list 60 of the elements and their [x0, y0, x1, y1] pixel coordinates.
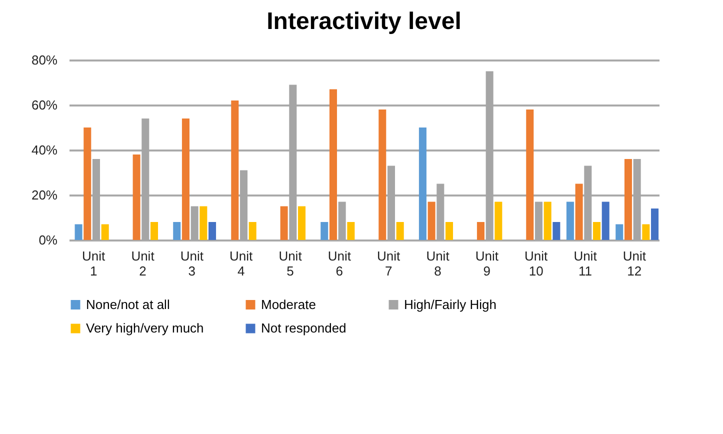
y-tick-label: 20% [31, 188, 58, 202]
y-tick-label: 0% [38, 232, 58, 248]
bar [84, 128, 92, 240]
bar [231, 100, 239, 240]
bar [575, 184, 583, 240]
bar [101, 224, 109, 240]
bar [396, 222, 404, 240]
bar [150, 222, 158, 240]
legend-label: Very high/very much [86, 320, 204, 336]
x-tick-label: Unit 6 [328, 248, 352, 278]
x-tick-label: Unit 12 [622, 248, 646, 278]
bar [651, 208, 659, 240]
x-tick-label: Unit 4 [230, 248, 254, 278]
bar [298, 206, 306, 240]
bar [74, 224, 82, 240]
y-tick-label: 40% [31, 142, 58, 158]
legend-label: High/Fairly High [404, 296, 496, 312]
y-tick-label: 60% [31, 98, 58, 112]
bar [132, 154, 140, 240]
bar [329, 89, 337, 240]
bar [190, 206, 198, 240]
bar [173, 222, 181, 240]
bar [320, 222, 328, 240]
bar [566, 202, 574, 240]
bar [418, 128, 426, 240]
bar [476, 222, 484, 240]
chart-title: Interactivity level [266, 8, 462, 35]
bar [526, 110, 534, 240]
bar [248, 222, 256, 240]
bar [534, 202, 542, 240]
bar [642, 224, 650, 240]
bar [347, 222, 355, 240]
x-tick-label: Unit 9 [475, 248, 499, 278]
bar [182, 118, 190, 240]
x-tick-label: Unit 1 [82, 248, 106, 278]
legend-label: Moderate [261, 296, 316, 312]
x-tick-label: Unit 3 [180, 248, 204, 278]
x-tick-label: Unit 11 [574, 248, 598, 278]
y-tick-label: 80% [31, 52, 58, 68]
bar [378, 110, 386, 240]
bar [616, 224, 624, 240]
x-tick-label: Unit 10 [524, 248, 548, 278]
bar [338, 202, 346, 240]
bar [208, 222, 216, 240]
bar [544, 202, 552, 240]
legend-label: None/not at all [86, 296, 170, 312]
x-tick-label: Unit 5 [278, 248, 302, 278]
bar [200, 206, 208, 240]
bar [552, 222, 560, 240]
x-tick-label: Unit 8 [426, 248, 450, 278]
bar [624, 159, 632, 240]
bar [592, 222, 601, 240]
bar [428, 202, 436, 240]
x-tick-label: Unit 7 [377, 248, 401, 278]
legend-label: Not responded [261, 320, 346, 336]
x-tick-label: Unit 2 [131, 248, 155, 278]
bar [494, 202, 502, 240]
bar [602, 202, 610, 240]
bar [280, 206, 288, 240]
bar [445, 222, 454, 240]
